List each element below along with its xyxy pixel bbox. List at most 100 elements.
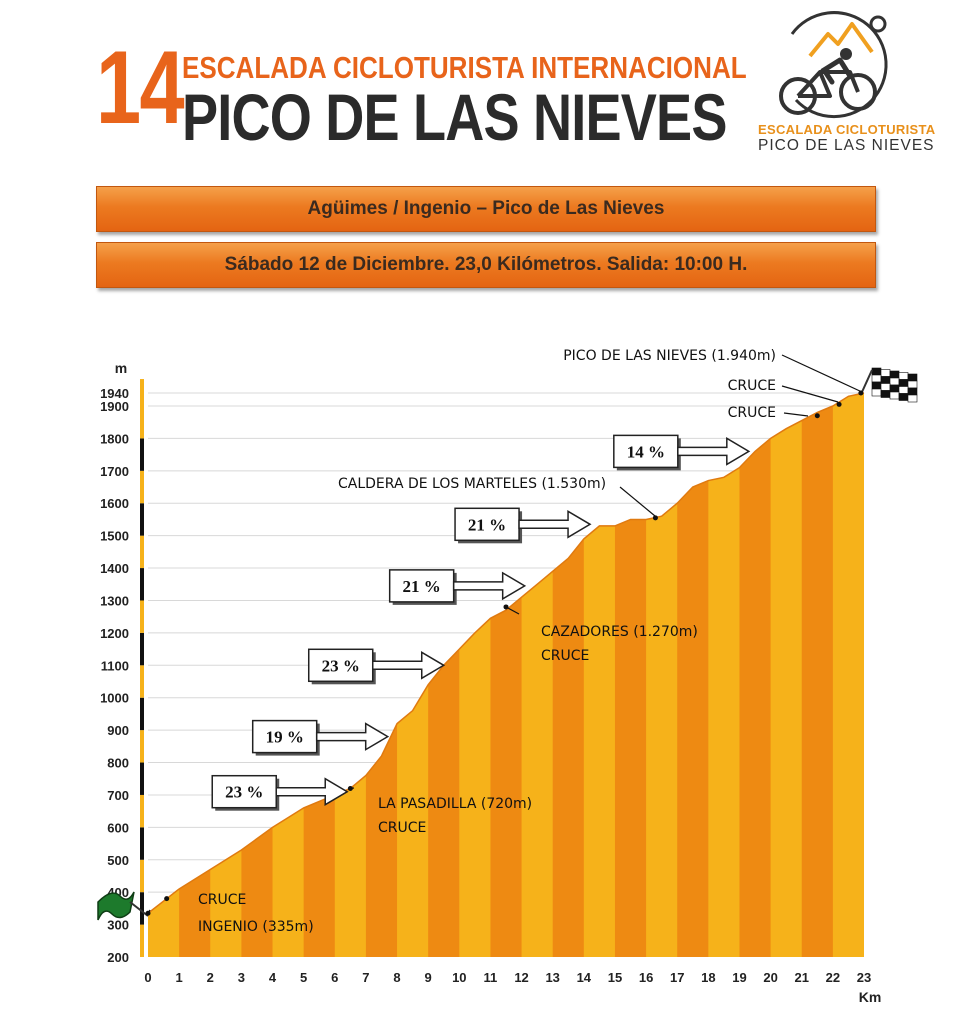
profile-band-16 (646, 393, 678, 958)
x-tick-label: 16 (639, 970, 653, 985)
y-tick-label: 700 (107, 788, 129, 803)
y-axis-segment (140, 379, 144, 406)
event-title: PICO DE LAS NIEVES (182, 80, 727, 154)
start-flag-icon (97, 891, 135, 921)
gradient-box (211, 774, 277, 809)
x-tick-label: 5 (300, 970, 307, 985)
x-tick-label: 0 (144, 970, 151, 985)
x-tick-label: 4 (269, 970, 277, 985)
x-tick-label: 7 (362, 970, 369, 985)
logo-text-line2: PICO DE LAS NIEVES (758, 137, 935, 154)
y-axis-segment (140, 503, 144, 536)
annotation-label: CRUCE (541, 648, 589, 664)
annotation-label: CRUCE (198, 892, 246, 908)
y-tick-label: 1300 (100, 593, 129, 608)
y-axis-segment (140, 568, 144, 601)
x-tick-label: 2 (207, 970, 214, 985)
event-subtitle: ESCALADA CICLOTURISTA INTERNACIONAL (182, 50, 747, 85)
annotation-leader (147, 909, 151, 914)
profile-band-10 (459, 393, 491, 958)
x-tick-label: 19 (732, 970, 746, 985)
y-tick-label: 1200 (100, 626, 129, 641)
gradient-arrow-icon (518, 509, 592, 539)
y-tick-label: 500 (107, 853, 129, 868)
annotation-marker (814, 413, 820, 419)
x-tick-label: 13 (545, 970, 559, 985)
y-axis-segment (140, 794, 144, 828)
x-tick-label: 8 (393, 970, 400, 985)
x-tick-label: 20 (763, 970, 777, 985)
y-tick-label: 1900 (100, 399, 129, 414)
profile-area (148, 393, 864, 958)
profile-band-22 (832, 393, 864, 958)
finish-flag-icon (871, 367, 918, 403)
logo-text-line1: ESCALADA CICLOTURISTA (758, 122, 936, 137)
elevation-profile-chart: 2003004005006007008009001000110012001300… (97, 348, 918, 1005)
x-tick-label: 18 (701, 970, 715, 985)
gradient-arrow-icon (371, 650, 446, 680)
y-axis-segment (140, 600, 144, 633)
x-tick-label: 6 (331, 970, 338, 985)
y-tick-label: 1700 (100, 464, 129, 479)
y-axis-segment (140, 406, 144, 439)
annotation-label: CRUCE (728, 405, 776, 421)
gradient-arrow-icon (452, 571, 527, 601)
x-tick-label: 21 (795, 970, 809, 985)
y-axis-segment (140, 859, 144, 893)
profile-band-14 (583, 393, 616, 958)
gradient-label: 14 % (627, 442, 665, 461)
y-tick-label: 600 (107, 820, 129, 835)
y-tick-label: 1940 (100, 386, 129, 401)
annotation-label: CRUCE (728, 378, 776, 394)
gradient-label: 21 % (468, 515, 506, 534)
cyclist-logo-icon (779, 11, 888, 119)
y-tick-label: 1100 (101, 658, 129, 673)
y-axis-segment (140, 697, 144, 731)
y-axis-segment (140, 438, 144, 471)
gradient-label: 23 % (225, 783, 263, 802)
profile-band-13 (552, 393, 585, 958)
gradient-arrow-icon (315, 722, 390, 751)
y-axis-segment (140, 892, 144, 925)
annotation-marker (858, 390, 864, 396)
gradient-box (388, 569, 455, 603)
x-tick-label: 23 (857, 970, 871, 985)
profile-band-12 (521, 393, 554, 958)
y-axis-segment (140, 470, 144, 504)
profile-band-21 (801, 393, 834, 958)
annotation-leader (781, 385, 839, 403)
annotation-label: CAZADORES (1.270m) (541, 624, 698, 640)
y-axis-segment (140, 924, 144, 957)
y-tick-label: 1400 (100, 561, 129, 576)
profile-band-15 (614, 393, 647, 958)
profile-band-19 (739, 393, 772, 958)
route-banner: Agüimes / Ingenio – Pico de Las Nieves (96, 186, 876, 232)
y-tick-label: 1800 (100, 431, 129, 446)
annotation-label: PICO DE LAS NIEVES (1.940m) (563, 348, 776, 364)
y-axis-segment (140, 535, 144, 569)
profile-band-20 (770, 393, 803, 958)
y-axis-segment (140, 762, 144, 795)
annotation-label: CALDERA DE LOS MARTELES (1.530m) (338, 476, 606, 492)
edition-number: 14 (96, 30, 185, 146)
y-tick-label: 1000 (100, 691, 129, 706)
date-distance-banner: Sábado 12 de Diciembre. 23,0 Kilómetros.… (96, 242, 876, 288)
profile-band-18 (708, 393, 740, 958)
y-tick-label: 300 (107, 918, 129, 933)
gradient-arrow-icon (275, 777, 349, 807)
y-axis-segment (140, 632, 144, 666)
x-tick-label: 1 (176, 970, 183, 985)
gradient-label: 21 % (403, 577, 441, 596)
x-tick-label: 3 (238, 970, 245, 985)
x-tick-label: 12 (514, 970, 528, 985)
x-tick-label: 17 (670, 970, 684, 985)
x-tick-label: 9 (425, 970, 432, 985)
y-axis-segment (140, 665, 144, 698)
y-tick-label: 1600 (100, 496, 129, 511)
event-logo: ESCALADA CICLOTURISTA PICO DE LAS NIEVES (740, 0, 971, 166)
annotation-label: CRUCE (378, 820, 426, 836)
y-tick-label: 200 (107, 950, 129, 965)
y-tick-label: 800 (107, 756, 129, 771)
gradient-box (251, 719, 318, 754)
annotation-leader (619, 486, 656, 517)
